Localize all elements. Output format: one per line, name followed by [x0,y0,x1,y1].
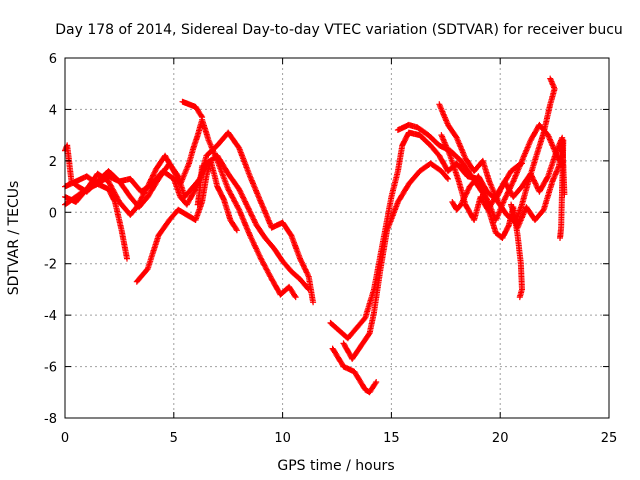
data-series [194,163,206,208]
x-tick-label: 20 [492,431,509,446]
data-series [340,160,451,362]
x-tick-label: 10 [274,431,291,446]
data-point-markers [438,132,525,301]
data-series [133,157,240,285]
y-tick-label: 0 [49,206,57,221]
chart-title: Day 178 of 2014, Sidereal Day-to-day VTE… [55,22,623,38]
data-point-markers [194,163,206,208]
y-tick-label: -6 [44,361,57,376]
y-axis-label: SDTVAR / TECUs [6,181,22,296]
x-tick-label: 25 [601,431,618,446]
y-tick-label: -2 [44,258,57,273]
x-axis-label: GPS time / hours [277,458,394,474]
data-series [179,98,206,121]
data-markers [62,75,568,396]
data-point-markers [436,75,558,226]
data-point-markers [508,137,567,241]
y-tick-label: 6 [49,52,57,67]
data-point-markers [133,157,240,285]
data-point-markers [340,160,451,362]
data-series [438,132,525,301]
data-point-markers [329,345,380,396]
axis-ticks: 0 5 10 15 20 25 -8 -6 -4 -2 0 2 4 6 [44,52,617,446]
y-tick-label: -4 [44,309,57,324]
data-series [329,345,380,396]
y-tick-label: 2 [49,155,57,170]
data-series [436,75,558,226]
y-tick-label: 4 [49,103,57,118]
x-tick-label: 15 [383,431,400,446]
data-series [508,137,567,241]
y-tick-label: -8 [44,412,57,427]
x-tick-label: 0 [61,431,69,446]
grid-lines [65,58,609,418]
plot-frame [64,57,610,419]
data-point-markers [179,98,206,121]
x-tick-label: 5 [170,431,178,446]
